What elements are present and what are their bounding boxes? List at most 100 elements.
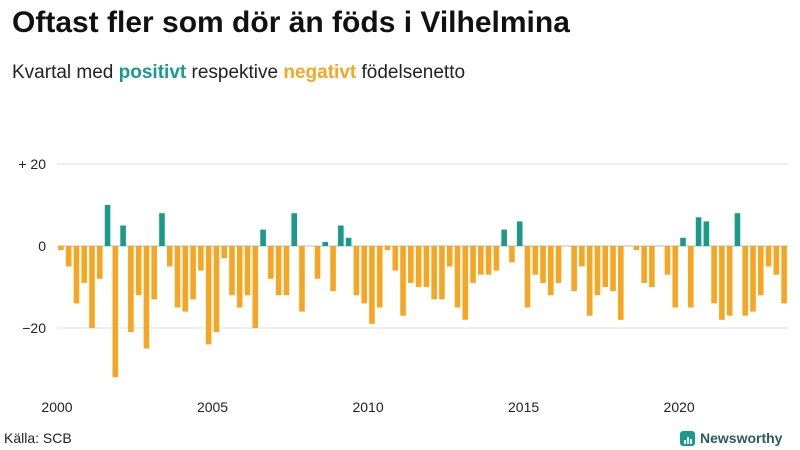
bar bbox=[135, 246, 142, 296]
bar bbox=[376, 246, 383, 308]
bar bbox=[104, 205, 111, 246]
y-tick-label: −20 bbox=[22, 320, 46, 336]
bar bbox=[742, 246, 749, 316]
x-tick-label: 2005 bbox=[197, 399, 228, 415]
bar bbox=[283, 246, 290, 296]
bar bbox=[89, 246, 95, 328]
bar bbox=[478, 246, 484, 275]
chart-subtitle: Kvartal med positivt respektive negativt… bbox=[12, 62, 465, 84]
bar bbox=[594, 246, 601, 296]
bar bbox=[369, 246, 375, 324]
bar bbox=[151, 246, 158, 300]
bar bbox=[174, 246, 181, 308]
bar bbox=[260, 229, 266, 246]
subtitle-positive-word: positivt bbox=[118, 62, 187, 83]
bar bbox=[579, 246, 585, 267]
bar bbox=[462, 246, 469, 320]
bar bbox=[618, 246, 624, 320]
newsworthy-logo: Newsworthy bbox=[680, 428, 782, 448]
chart-title: Oftast fler som dör än föds i Vilhelmina bbox=[12, 6, 570, 39]
bar bbox=[143, 246, 150, 349]
bar bbox=[392, 246, 399, 271]
bar bbox=[439, 246, 445, 300]
bar bbox=[726, 246, 733, 316]
x-tick-label: 2010 bbox=[352, 399, 383, 415]
bar bbox=[182, 246, 189, 312]
bar bbox=[446, 246, 453, 267]
subtitle-negative-word: negativt bbox=[283, 62, 357, 83]
bar bbox=[229, 246, 235, 296]
bar bbox=[571, 246, 577, 292]
subtitle-text-2: respektive bbox=[186, 62, 284, 83]
bar-chart-icon bbox=[680, 430, 695, 446]
subtitle-text-1: Kvartal med bbox=[12, 62, 119, 83]
bar bbox=[664, 246, 671, 275]
bar bbox=[213, 246, 220, 333]
bar bbox=[586, 246, 593, 316]
bar bbox=[120, 225, 126, 246]
bar bbox=[680, 237, 686, 246]
bar bbox=[112, 246, 119, 378]
bar bbox=[548, 246, 554, 296]
bar bbox=[345, 237, 352, 246]
bar bbox=[687, 246, 694, 308]
bar bbox=[322, 241, 329, 246]
bar bbox=[353, 246, 360, 296]
bar bbox=[166, 246, 173, 267]
bar bbox=[649, 246, 655, 287]
bar bbox=[299, 246, 305, 312]
bar bbox=[555, 246, 562, 283]
bar bbox=[765, 246, 772, 267]
bar bbox=[757, 246, 764, 296]
brand-name: Newsworthy bbox=[700, 430, 783, 446]
bar bbox=[602, 246, 609, 287]
bar bbox=[190, 246, 196, 300]
bar bbox=[128, 246, 134, 333]
bar bbox=[65, 246, 72, 267]
bar bbox=[415, 246, 422, 287]
y-tick-label: + 20 bbox=[18, 156, 46, 172]
bar bbox=[781, 246, 787, 304]
bar bbox=[244, 246, 251, 296]
bar bbox=[73, 246, 80, 304]
bar bbox=[524, 246, 531, 308]
bar bbox=[773, 246, 780, 275]
x-tick-label: 2000 bbox=[41, 399, 72, 415]
bar bbox=[431, 246, 437, 300]
x-tick-label: 2015 bbox=[508, 399, 539, 415]
bar bbox=[540, 246, 546, 283]
bar bbox=[58, 246, 64, 251]
bar bbox=[485, 246, 492, 275]
bar bbox=[236, 246, 243, 308]
bar bbox=[96, 246, 103, 279]
bar bbox=[338, 225, 344, 246]
bar bbox=[252, 246, 259, 328]
bar bbox=[516, 221, 523, 246]
bar bbox=[221, 246, 227, 259]
bar bbox=[719, 246, 725, 320]
bar bbox=[610, 246, 616, 292]
bar bbox=[703, 221, 710, 246]
bar bbox=[501, 229, 507, 246]
bar bbox=[400, 246, 406, 316]
bar bbox=[734, 213, 741, 246]
y-tick-label: 0 bbox=[38, 238, 46, 254]
bar bbox=[275, 246, 282, 296]
bar bbox=[384, 246, 391, 251]
subtitle-text-3: födelsenetto bbox=[356, 62, 466, 83]
bar bbox=[695, 217, 702, 246]
bar bbox=[641, 246, 647, 283]
bar bbox=[408, 246, 414, 283]
bar bbox=[198, 246, 204, 271]
bar bbox=[711, 246, 717, 304]
bar bbox=[470, 246, 476, 283]
bar bbox=[159, 213, 165, 246]
bar bbox=[493, 246, 500, 271]
bar bbox=[509, 246, 515, 263]
bar bbox=[81, 246, 88, 283]
bar bbox=[361, 246, 367, 304]
bar bbox=[423, 246, 430, 287]
bar bbox=[314, 246, 321, 279]
bar bbox=[532, 246, 539, 275]
